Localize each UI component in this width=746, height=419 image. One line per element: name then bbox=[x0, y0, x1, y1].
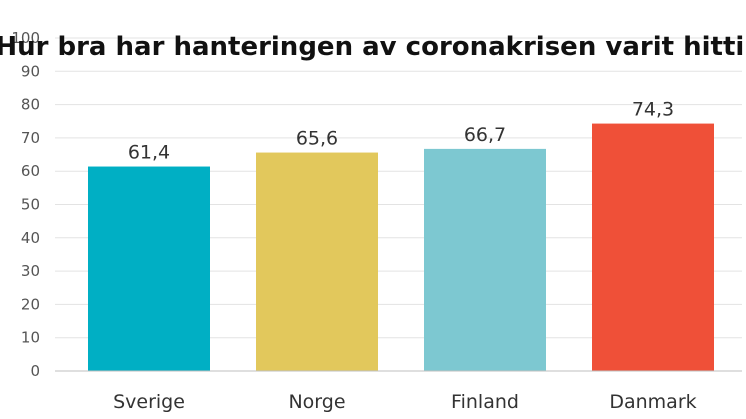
y-tick-label: 90 bbox=[21, 62, 40, 80]
y-tick-label: 20 bbox=[21, 295, 40, 313]
bar-norge bbox=[256, 152, 378, 371]
bar-danmark bbox=[592, 123, 714, 372]
x-tick-label-norge: Norge bbox=[288, 391, 345, 413]
data-label-danmark: 74,3 bbox=[632, 99, 674, 121]
y-tick-label: 0 bbox=[30, 362, 40, 380]
data-label-norge: 65,6 bbox=[296, 128, 338, 150]
data-label-finland: 66,7 bbox=[464, 124, 506, 146]
y-tick-label: 100 bbox=[11, 29, 40, 47]
y-tick-label: 50 bbox=[21, 196, 40, 214]
x-tick-label-danmark: Danmark bbox=[609, 391, 696, 413]
axes: 0 10 20 30 40 50 60 70 80 90 100 Sverige Norge Finlan… bbox=[11, 29, 742, 413]
chart-title: Hur bra har hanteringen av coronakrisen … bbox=[0, 32, 746, 62]
y-tick-label: 70 bbox=[21, 129, 40, 147]
y-tick-label: 60 bbox=[21, 162, 40, 180]
x-tick-label-finland: Finland bbox=[451, 391, 519, 413]
bar-sverige bbox=[88, 166, 210, 371]
y-tick-label: 80 bbox=[21, 96, 40, 114]
bar-finland bbox=[424, 148, 546, 371]
y-tick-label: 30 bbox=[21, 262, 40, 280]
data-label-sverige: 61,4 bbox=[128, 142, 170, 164]
y-tick-label: 40 bbox=[21, 229, 40, 247]
x-tick-label-sverige: Sverige bbox=[113, 391, 185, 413]
bars: 61,4 65,6 66,7 74,3 bbox=[88, 99, 714, 372]
y-tick-label: 10 bbox=[21, 329, 40, 347]
